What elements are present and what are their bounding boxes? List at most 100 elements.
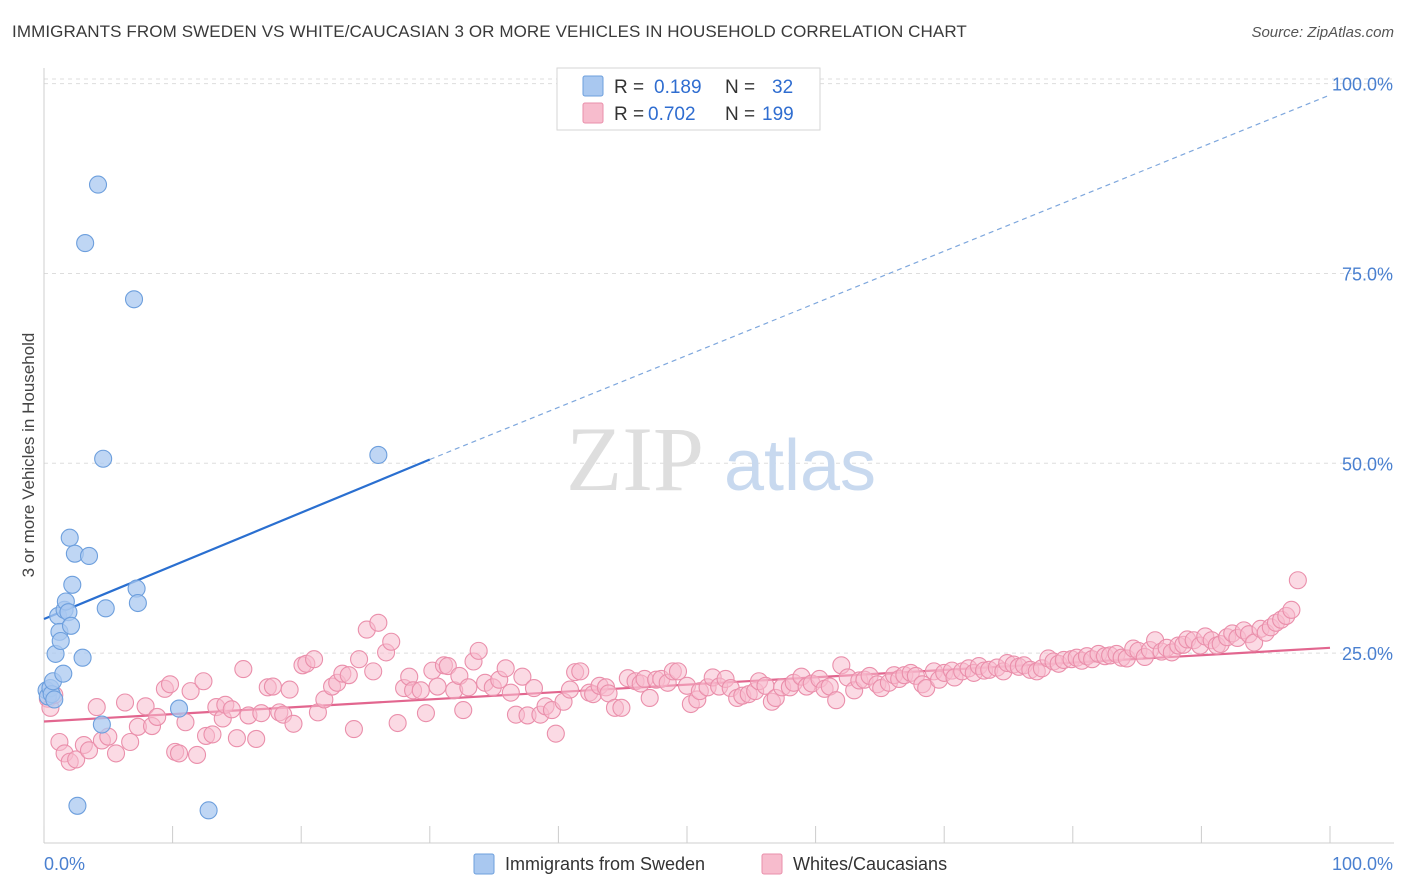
- sweden-point-31: [369, 445, 388, 464]
- whites-point-33: [227, 729, 246, 748]
- y-tick-label-1: 50.0%: [1342, 454, 1393, 474]
- sweden-point-24: [94, 449, 113, 468]
- whites-point-43: [284, 714, 303, 733]
- legend-r-label-sweden: R =: [614, 77, 644, 98]
- legend-bottom-swatch-whites: [761, 853, 783, 875]
- sweden-point-26: [124, 290, 144, 309]
- watermark-atlas: atlas: [724, 426, 876, 506]
- whites-point-92: [571, 662, 590, 681]
- whites-point-26: [194, 672, 213, 691]
- whites-point-60: [388, 713, 407, 733]
- whites-point-59: [382, 632, 401, 651]
- whites-point-73: [459, 678, 478, 697]
- whites-point-18: [148, 707, 167, 726]
- whites-point-80: [501, 683, 520, 702]
- whites-point-20: [160, 675, 180, 694]
- sweden-point-23: [92, 715, 111, 734]
- sweden-point-9: [51, 631, 70, 651]
- sweden-point-15: [61, 616, 81, 635]
- y-tick-label-0: 25.0%: [1342, 644, 1393, 664]
- whites-point-34: [234, 660, 253, 679]
- whites-point-90: [560, 680, 580, 699]
- legend-bottom-label-whites: Whites/Caucasians: [793, 854, 947, 874]
- whites-point-6: [67, 750, 86, 769]
- series-legend: Immigrants from Sweden Whites/Caucasians: [473, 853, 947, 875]
- whites-point-84: [524, 679, 544, 698]
- whites-point-24: [181, 682, 200, 701]
- stats-legend: R = 0.189 N = 32 R = 0.702 N = 199: [556, 67, 821, 131]
- whites-point-28: [203, 725, 222, 744]
- whites-point-46: [305, 650, 324, 669]
- whites-point-82: [513, 667, 532, 686]
- legend-r-value-sweden: 0.189: [654, 77, 702, 98]
- whites-point-14: [121, 732, 140, 752]
- whites-point-12: [106, 744, 126, 763]
- legend-swatch-whites: [582, 102, 604, 124]
- gridlines: [44, 78, 1394, 654]
- whites-point-37: [252, 704, 271, 723]
- whites-point-64: [411, 681, 430, 700]
- whites-point-52: [339, 666, 358, 685]
- sweden-point-20: [76, 234, 95, 253]
- y-tick-label-2: 75.0%: [1342, 264, 1393, 284]
- legend-swatch-sweden: [582, 75, 604, 97]
- data-points: [37, 175, 1307, 820]
- whites-point-13: [115, 693, 135, 712]
- x-tick-label-max: 100.0%: [1332, 854, 1393, 874]
- sweden-point-14: [60, 528, 79, 547]
- whites-point-99: [612, 698, 631, 717]
- sweden-point-25: [96, 599, 115, 618]
- whites-point-9: [87, 698, 106, 717]
- whites-point-16: [136, 697, 155, 716]
- whites-point-42: [280, 680, 299, 699]
- sweden-trend-line: [43, 458, 431, 620]
- legend-n-value-sweden: 32: [772, 77, 793, 98]
- chart-title: IMMIGRANTS FROM SWEDEN VS WHITE/CAUCASIA…: [12, 22, 967, 41]
- whites-point-32: [222, 700, 241, 719]
- whites-point-67: [428, 677, 447, 696]
- sweden-point-19: [73, 648, 92, 667]
- y-tick-label-3: 100.0%: [1332, 75, 1393, 95]
- whites-point-79: [496, 659, 515, 678]
- sweden-point-10: [54, 664, 73, 683]
- legend-n-label-sweden: N =: [725, 77, 755, 98]
- legend-bottom-label-sweden: Immigrants from Sweden: [505, 854, 705, 874]
- whites-point-88: [546, 724, 565, 743]
- sweden-point-22: [88, 175, 108, 194]
- legend-bottom-swatch-sweden: [473, 853, 495, 875]
- whites-point-25: [187, 745, 207, 764]
- legend-n-label-whites: N =: [725, 104, 755, 125]
- sweden-point-5: [45, 690, 64, 709]
- whites-point-8: [79, 741, 99, 760]
- whites-point-218: [1288, 571, 1307, 590]
- sweden-point-16: [63, 575, 82, 594]
- whites-point-152: [917, 679, 936, 698]
- whites-point-39: [263, 677, 282, 696]
- whites-point-22: [169, 744, 189, 763]
- sweden-point-18: [68, 796, 87, 815]
- sweden-point-21: [79, 546, 99, 565]
- y-tick-labels: 25.0% 50.0% 75.0% 100.0%: [1332, 75, 1393, 665]
- legend-r-label-whites: R =: [614, 104, 644, 125]
- y-axis-title: 3 or more Vehicles in Household: [19, 333, 38, 578]
- whites-point-57: [369, 613, 388, 632]
- chart-source: Source: ZipAtlas.com: [1251, 24, 1394, 41]
- whites-point-65: [416, 704, 435, 723]
- legend-n-value-whites: 199: [762, 104, 794, 125]
- whites-point-69: [438, 657, 457, 676]
- x-ticks: [43, 826, 1331, 843]
- whites-point-217: [1282, 600, 1301, 619]
- sweden-trend-extension: [429, 94, 1331, 461]
- sweden-point-30: [199, 801, 218, 820]
- x-tick-label-min: 0.0%: [44, 854, 85, 874]
- whites-point-53: [344, 720, 363, 739]
- sweden-point-29: [169, 699, 189, 718]
- whites-point-72: [454, 701, 473, 720]
- whites-point-75: [469, 641, 488, 660]
- whites-point-36: [247, 729, 266, 749]
- whites-point-56: [364, 662, 383, 681]
- watermark-zip: ZIP: [566, 408, 704, 510]
- whites-point-136: [827, 691, 846, 710]
- legend-r-value-whites: 0.702: [648, 104, 696, 125]
